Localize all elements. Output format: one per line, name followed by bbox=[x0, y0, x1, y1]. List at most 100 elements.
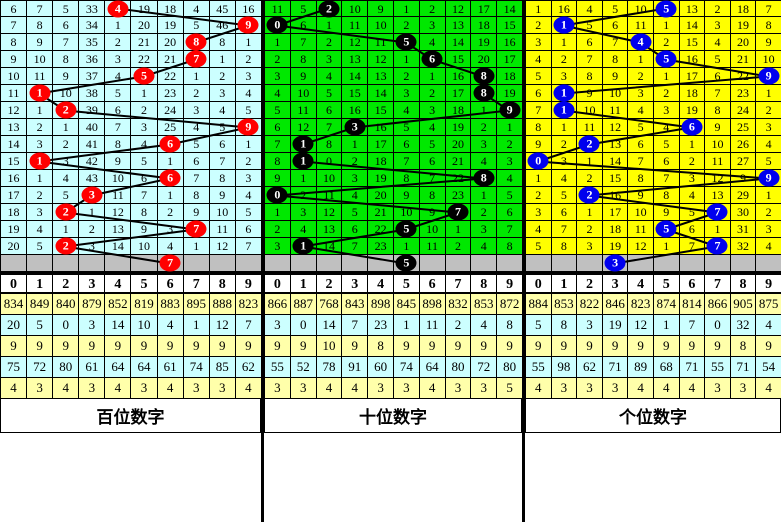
grid-cell[interactable]: 6 bbox=[551, 204, 578, 221]
grid-cell[interactable]: 10 bbox=[393, 204, 420, 221]
grid-cell[interactable]: 7 bbox=[525, 102, 552, 119]
grid-cell[interactable]: 7 bbox=[705, 203, 731, 221]
grid-cell[interactable]: 1 bbox=[628, 51, 654, 68]
grid-cell[interactable]: 7 bbox=[705, 237, 731, 255]
number-ball[interactable]: 7 bbox=[185, 50, 207, 68]
grid-cell[interactable]: 9 bbox=[105, 153, 132, 170]
grid-cell[interactable]: 6 bbox=[525, 85, 552, 102]
grid-cell[interactable]: 6 bbox=[602, 17, 629, 34]
number-ball[interactable]: 4 bbox=[630, 33, 652, 51]
grid-cell[interactable]: 3 bbox=[316, 51, 343, 68]
grid-cell[interactable]: 5 bbox=[131, 67, 158, 85]
grid-cell[interactable]: 8 bbox=[756, 17, 781, 34]
grid-cell[interactable]: 12 bbox=[342, 34, 369, 51]
number-ball[interactable]: 9 bbox=[758, 169, 780, 187]
grid-cell[interactable]: 2 bbox=[471, 119, 498, 136]
grid-cell[interactable]: 2 bbox=[419, 85, 446, 102]
grid-cell[interactable]: 4 bbox=[183, 0, 210, 17]
grid-cell[interactable]: 7 bbox=[679, 238, 706, 255]
grid-cell[interactable]: 5 bbox=[497, 187, 522, 204]
grid-cell[interactable]: 1 bbox=[27, 84, 54, 102]
grid-cell[interactable]: 3 bbox=[628, 85, 654, 102]
grid-cell[interactable]: 5 bbox=[393, 220, 420, 238]
grid-cell[interactable]: 3 bbox=[497, 153, 522, 170]
grid-cell[interactable] bbox=[290, 255, 317, 272]
grid-cell[interactable]: 3 bbox=[105, 51, 132, 68]
grid-cell[interactable]: 3 bbox=[157, 221, 184, 238]
grid-cell[interactable] bbox=[27, 255, 54, 272]
grid-cell[interactable] bbox=[730, 255, 757, 272]
grid-cell[interactable]: 19 bbox=[131, 0, 158, 17]
grid-cell[interactable]: 8 bbox=[53, 51, 80, 68]
grid-cell[interactable]: 14 bbox=[368, 85, 394, 102]
grid-cell[interactable]: 19 bbox=[368, 170, 394, 187]
grid-cell[interactable]: 18 bbox=[679, 85, 706, 102]
grid-cell[interactable]: 11 bbox=[419, 238, 446, 255]
grid-cell[interactable]: 14 bbox=[316, 238, 343, 255]
grid-cell[interactable]: 1 bbox=[53, 221, 80, 238]
grid-cell[interactable]: 2 bbox=[679, 153, 706, 170]
grid-cell[interactable]: 16 bbox=[602, 187, 629, 204]
grid-cell[interactable]: 4 bbox=[653, 119, 680, 136]
grid-cell[interactable]: 5 bbox=[183, 17, 210, 34]
grid-cell[interactable]: 10 bbox=[602, 85, 629, 102]
grid-cell[interactable]: 16 bbox=[445, 68, 472, 85]
grid-cell[interactable]: 3 bbox=[264, 68, 291, 85]
grid-cell[interactable]: 4 bbox=[471, 238, 498, 255]
grid-cell[interactable] bbox=[183, 255, 210, 272]
grid-cell[interactable]: 7 bbox=[342, 238, 369, 255]
grid-cell[interactable] bbox=[209, 255, 236, 272]
grid-cell[interactable]: 6 bbox=[290, 17, 317, 34]
grid-cell[interactable]: 10 bbox=[53, 85, 80, 102]
grid-cell[interactable]: 3 bbox=[525, 34, 552, 51]
grid-cell[interactable]: 2 bbox=[235, 51, 261, 68]
number-ball[interactable]: 2 bbox=[55, 237, 77, 255]
grid-cell[interactable]: 9 bbox=[290, 68, 317, 85]
grid-cell[interactable]: 19 bbox=[497, 85, 522, 102]
grid-cell[interactable]: 3 bbox=[471, 136, 498, 153]
grid-cell[interactable]: 1 bbox=[525, 0, 552, 17]
grid-cell[interactable]: 4 bbox=[131, 136, 158, 153]
grid-cell[interactable]: 12 bbox=[0, 102, 28, 119]
grid-cell[interactable] bbox=[577, 255, 603, 272]
grid-cell[interactable]: 6 bbox=[316, 102, 343, 119]
grid-cell[interactable]: 41 bbox=[79, 136, 106, 153]
grid-cell[interactable]: 15 bbox=[0, 153, 28, 170]
grid-cell[interactable]: 9 bbox=[653, 204, 680, 221]
number-ball[interactable]: 2 bbox=[55, 203, 77, 221]
grid-cell[interactable]: 5 bbox=[525, 68, 552, 85]
grid-cell[interactable]: 7 bbox=[105, 119, 132, 136]
grid-cell[interactable]: 1 bbox=[551, 16, 578, 34]
grid-cell[interactable]: 1 bbox=[393, 51, 420, 68]
grid-cell[interactable]: 2 bbox=[653, 34, 680, 51]
grid-cell[interactable]: 4 bbox=[105, 68, 132, 85]
grid-cell[interactable]: 1 bbox=[157, 187, 184, 204]
grid-cell[interactable]: 3 bbox=[577, 238, 603, 255]
grid-cell[interactable]: 13 bbox=[705, 187, 731, 204]
grid-cell[interactable]: 7 bbox=[756, 0, 781, 17]
number-ball[interactable]: 1 bbox=[29, 84, 51, 102]
grid-cell[interactable]: 10 bbox=[368, 17, 394, 34]
grid-cell[interactable]: 8 bbox=[131, 204, 158, 221]
grid-cell[interactable] bbox=[53, 255, 80, 272]
grid-cell[interactable]: 7 bbox=[183, 170, 210, 187]
number-ball[interactable]: 6 bbox=[159, 135, 181, 153]
grid-cell[interactable]: 18 bbox=[445, 102, 472, 119]
grid-cell[interactable]: 7 bbox=[602, 34, 629, 51]
grid-cell[interactable]: 1 bbox=[235, 34, 261, 51]
grid-cell[interactable]: 12 bbox=[445, 0, 472, 17]
grid-cell[interactable]: 7 bbox=[419, 170, 446, 187]
number-ball[interactable]: 8 bbox=[473, 67, 495, 85]
grid-cell[interactable]: 7 bbox=[0, 17, 28, 34]
grid-cell[interactable]: 15 bbox=[602, 170, 629, 187]
grid-cell[interactable]: 8 bbox=[393, 170, 420, 187]
grid-cell[interactable]: 5 bbox=[131, 153, 158, 170]
grid-cell[interactable]: 1 bbox=[756, 187, 781, 204]
grid-cell[interactable]: 2 bbox=[53, 203, 80, 221]
grid-cell[interactable]: 6 bbox=[679, 221, 706, 238]
grid-cell[interactable]: 16 bbox=[497, 34, 522, 51]
grid-cell[interactable] bbox=[419, 255, 446, 272]
grid-cell[interactable] bbox=[235, 255, 261, 272]
grid-cell[interactable]: 19 bbox=[471, 34, 498, 51]
grid-cell[interactable]: 5 bbox=[393, 33, 420, 51]
